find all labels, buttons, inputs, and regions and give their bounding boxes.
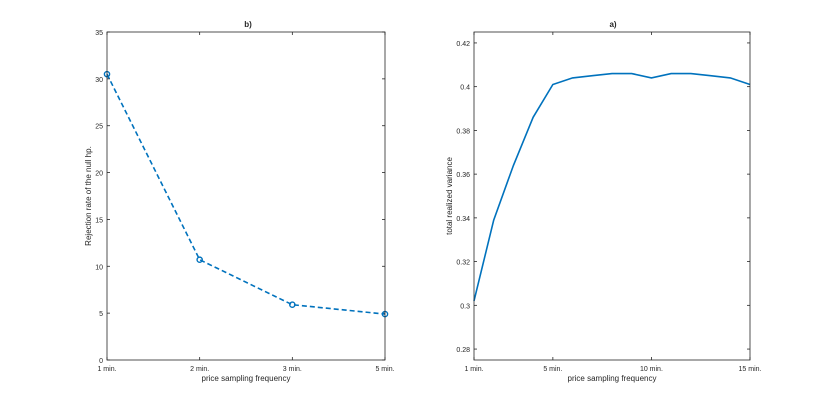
chart-b: b) 0 5 10 15 20 25 30 35 1 min. 2 min. 3 min. 5 min… bbox=[84, 20, 395, 383]
chart-b-series-line bbox=[106, 73, 386, 315]
chart-a-xtick-label: 10 min. bbox=[640, 366, 663, 373]
chart-a-xtick-label: 5 min. bbox=[543, 366, 562, 373]
chart-a-ylabel: total realized variance bbox=[445, 157, 454, 235]
chart-a-title: a) bbox=[609, 20, 616, 29]
chart-b-ytick-label: 35 bbox=[95, 30, 103, 37]
chart-a-ytick-label: 0.3 bbox=[460, 303, 470, 310]
chart-a-series-line bbox=[473, 72, 751, 302]
chart-b-ticks: 0 5 10 15 20 25 30 35 1 min. 2 min. 3 min. 5 min. bbox=[95, 30, 394, 373]
chart-a-ytick-label: 0.36 bbox=[456, 172, 470, 179]
chart-b-data-point bbox=[289, 301, 296, 309]
chart-b-title: b) bbox=[244, 20, 252, 29]
chart-a-ytick-label: 0.32 bbox=[456, 260, 470, 267]
chart-b-ytick-label: 30 bbox=[95, 77, 103, 84]
chart-b-xtick-label: 5 min. bbox=[375, 366, 394, 373]
chart-b-ytick-label: 15 bbox=[95, 217, 103, 224]
chart-a-xtick-label: 15 min. bbox=[739, 366, 762, 373]
chart-a-xlabel: price sampling frequency bbox=[568, 374, 657, 383]
chart-b-ytick-label: 20 bbox=[95, 171, 103, 178]
chart-a-ytick-label: 0.4 bbox=[460, 85, 470, 92]
chart-a-marks bbox=[473, 72, 751, 302]
chart-b-xtick-label: 1 min. bbox=[97, 366, 116, 373]
chart-b-ytick-label: 0 bbox=[99, 358, 103, 365]
chart-a-axes-box bbox=[473, 31, 751, 361]
chart-a-ytick-label: 0.38 bbox=[456, 128, 470, 135]
chart-a-ytick-label: 0.34 bbox=[456, 216, 470, 223]
chart-b-ytick-label: 5 bbox=[99, 311, 103, 318]
chart-a-xtick-label: 1 min. bbox=[464, 366, 483, 373]
chart-b-ylabel: Rejection rate of the null hp. bbox=[84, 146, 93, 246]
chart-b-xlabel: price sampling frequency bbox=[202, 374, 291, 383]
chart-a-ytick-label: 0.28 bbox=[456, 347, 470, 354]
chart-b-ytick-label: 10 bbox=[95, 264, 103, 271]
chart-b-ytick-label: 25 bbox=[95, 124, 103, 131]
chart-a: a) 0.28 0.3 0.32 0.34 0.36 0.38 0.4 0.42 1 min. 5… bbox=[445, 20, 762, 383]
chart-a-ticks: 0.28 0.3 0.32 0.34 0.36 0.38 0.4 0.42 1 min. 5 mi… bbox=[456, 32, 762, 373]
chart-b-xtick-label: 2 min. bbox=[190, 366, 209, 373]
chart-a-ytick-label: 0.42 bbox=[456, 41, 470, 48]
chart-b-axes-box bbox=[106, 31, 386, 361]
chart-b-xtick-label: 3 min. bbox=[283, 366, 302, 373]
chart-b-data-point bbox=[196, 256, 203, 264]
